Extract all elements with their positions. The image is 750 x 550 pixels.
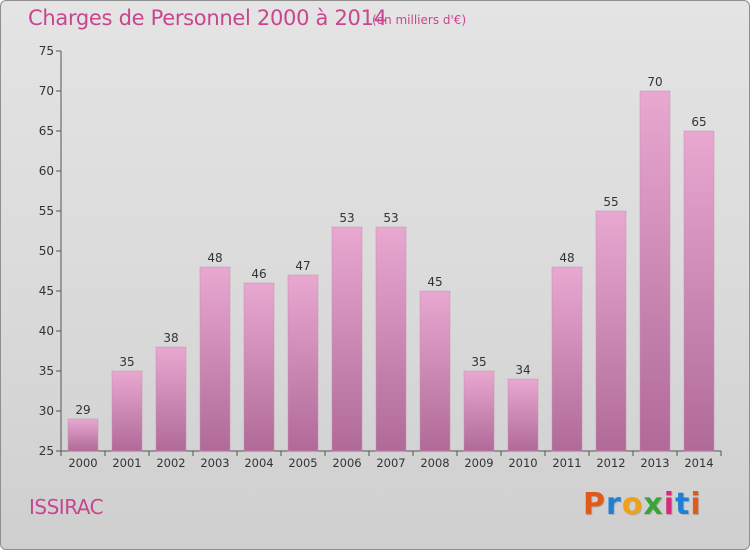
chart-title: Charges de Personnel 2000 à 2014: [28, 6, 387, 30]
y-tick-label: 65: [39, 124, 54, 138]
y-tick-label: 75: [39, 44, 54, 58]
y-tick-label: 55: [39, 204, 54, 218]
data-labels: 29 35 38 48 46 47 53 53 45 35 34 48 55 70 65: [75, 75, 706, 417]
x-tick-label-2009: 2009: [464, 456, 493, 470]
bar-2003: [199, 266, 231, 452]
x-tick-label-2003: 2003: [200, 456, 229, 470]
bar-2014: [683, 130, 715, 452]
bar-2010: [507, 378, 539, 452]
data-label-2007: 53: [383, 211, 398, 225]
x-tick-label-2010: 2010: [508, 456, 537, 470]
axes: 25 30 35 40 45 50 55 60 65 70 75 2000 2001 2002 2003 20…: [39, 44, 722, 470]
x-tick-label-2002: 2002: [156, 456, 185, 470]
commune-name: ISSIRAC: [29, 495, 104, 519]
x-tick-label-2007: 2007: [376, 456, 405, 470]
y-tick-label: 70: [39, 84, 54, 98]
bar-2008: [419, 290, 451, 452]
bar-2002: [155, 346, 187, 452]
data-label-2012: 55: [603, 195, 618, 209]
x-tick-label-2000: 2000: [68, 456, 97, 470]
bar-2000: [67, 418, 99, 452]
data-label-2008: 45: [427, 275, 442, 289]
x-tick-label-2008: 2008: [420, 456, 449, 470]
bar-2006: [331, 226, 363, 452]
proxiti-logo: Proxiti: [583, 487, 702, 522]
bar-2007: [375, 226, 407, 452]
data-label-2014: 65: [691, 115, 706, 129]
y-tick-label: 60: [39, 164, 54, 178]
x-tick-label-2013: 2013: [640, 456, 669, 470]
bars: [67, 90, 715, 452]
x-tick-label-2014: 2014: [684, 456, 713, 470]
data-label-2010: 34: [515, 363, 530, 377]
data-label-2006: 53: [339, 211, 354, 225]
data-label-2011: 48: [559, 251, 574, 265]
y-tick-label: 50: [39, 244, 54, 258]
y-tick-label: 35: [39, 364, 54, 378]
data-label-2005: 47: [295, 259, 310, 273]
data-label-2002: 38: [163, 331, 178, 345]
bar-2011: [551, 266, 583, 452]
x-tick-label-2012: 2012: [596, 456, 625, 470]
x-tick-label-2004: 2004: [244, 456, 273, 470]
data-label-2000: 29: [75, 403, 90, 417]
data-label-2003: 48: [207, 251, 222, 265]
y-tick-label: 45: [39, 284, 54, 298]
x-tick-label-2006: 2006: [332, 456, 361, 470]
data-label-2009: 35: [471, 355, 486, 369]
data-label-2013: 70: [647, 75, 662, 89]
data-label-2004: 46: [251, 267, 266, 281]
y-tick-label: 40: [39, 324, 54, 338]
x-tick-label-2011: 2011: [552, 456, 581, 470]
data-label-2001: 35: [119, 355, 134, 369]
bar-2001: [111, 370, 143, 452]
bar-2004: [243, 282, 275, 452]
bar-2012: [595, 210, 627, 452]
bar-2009: [463, 370, 495, 452]
bar-2013: [639, 90, 671, 452]
x-tick-label-2005: 2005: [288, 456, 317, 470]
chart-subtitle: (en milliers d'€): [372, 13, 467, 27]
bar-2005: [287, 274, 319, 452]
y-tick-label: 25: [39, 444, 54, 458]
x-tick-label-2001: 2001: [112, 456, 141, 470]
y-tick-label: 30: [39, 404, 54, 418]
